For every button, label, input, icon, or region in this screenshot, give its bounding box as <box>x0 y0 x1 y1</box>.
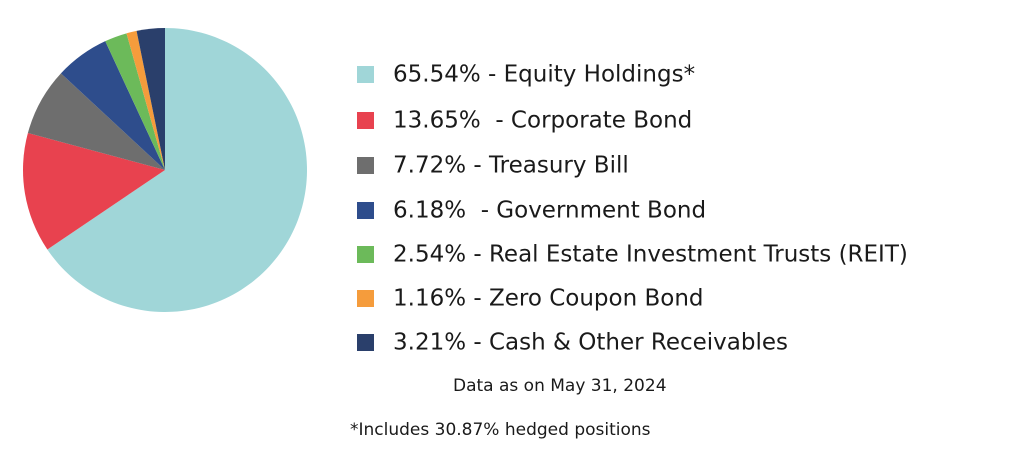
legend-swatch <box>357 334 374 351</box>
legend-label: 3.21% - Cash & Other Receivables <box>393 330 788 356</box>
legend-swatch <box>357 157 374 174</box>
pie-slice <box>126 30 165 170</box>
legend-label: 65.54% - Equity Holdings* <box>393 62 695 88</box>
legend-swatch <box>357 112 374 129</box>
pie-slice <box>22 133 165 250</box>
pie-slice <box>60 41 165 171</box>
legend-swatch <box>357 246 374 263</box>
pie-slice <box>105 33 165 170</box>
data-date-note: Data as on May 31, 2024 <box>453 376 667 396</box>
legend-label: 1.16% - Zero Coupon Bond <box>393 286 704 312</box>
pie-slice <box>136 28 165 170</box>
legend-swatch <box>357 290 374 307</box>
pie-slice <box>27 73 165 170</box>
legend-swatch <box>357 66 374 83</box>
legend-label: 13.65% - Corporate Bond <box>393 108 692 134</box>
legend-label: 6.18% - Government Bond <box>393 198 706 224</box>
legend-label: 2.54% - Real Estate Investment Trusts (R… <box>393 242 908 268</box>
footnote: *Includes 30.87% hedged positions <box>350 420 651 440</box>
legend-label: 7.72% - Treasury Bill <box>393 153 629 179</box>
legend-swatch <box>357 202 374 219</box>
pie-slice <box>47 28 307 312</box>
